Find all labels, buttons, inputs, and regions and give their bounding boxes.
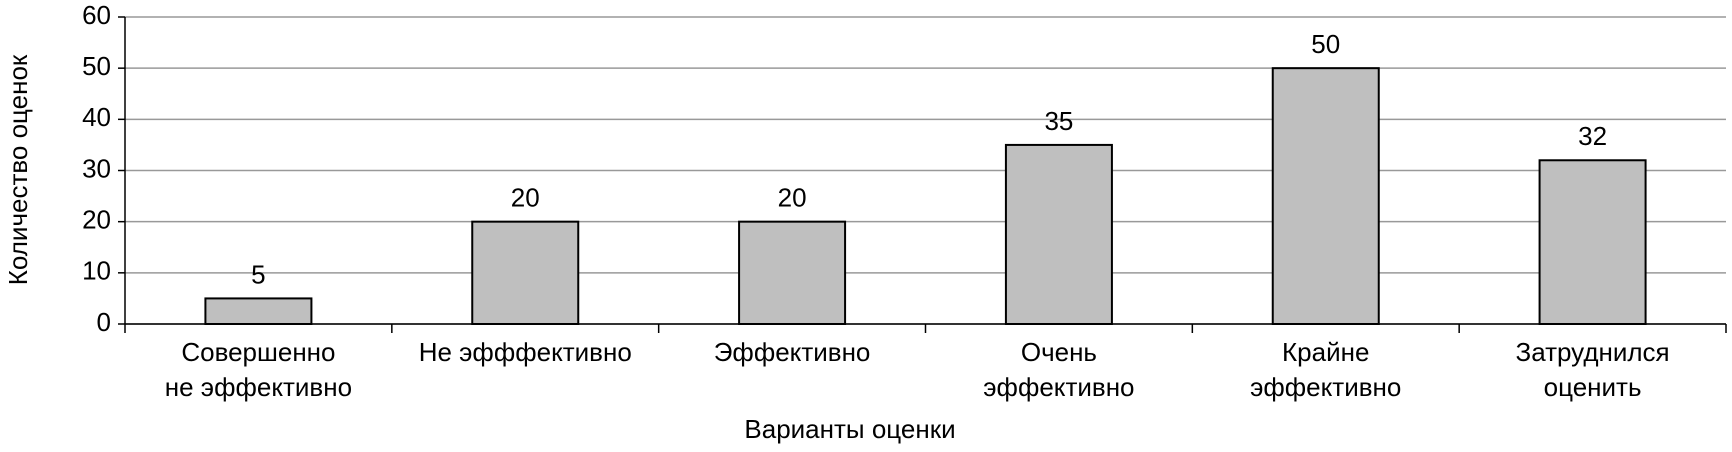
bar [204,297,313,325]
bar [1004,143,1113,325]
y-tick-label: 50 [82,51,111,81]
bar [1271,67,1380,325]
x-tick-label: Эффективно [714,337,871,367]
bar [1538,159,1647,325]
value-label: 35 [1044,106,1073,136]
x-tick-label: Затруднился оценить [1516,337,1670,402]
value-label: 32 [1578,121,1607,151]
y-tick-label: 30 [82,153,111,183]
x-tick-label: Очень эффективно [983,337,1134,402]
bar [471,220,580,326]
x-tick-label: Совершенно не эффективно [165,337,352,402]
bar [738,220,847,326]
y-tick-label: 20 [82,205,111,235]
y-tick-label: 0 [97,307,111,337]
value-label: 20 [511,183,540,213]
x-tick-label: Не эфффективно [419,337,632,367]
y-tick-label: 40 [82,102,111,132]
x-tick-label: Крайне эффективно [1250,337,1401,402]
y-tick-label: 10 [82,256,111,286]
value-label: 50 [1311,29,1340,59]
value-label: 5 [251,259,265,289]
x-axis-label: Варианты оценки [744,414,955,444]
y-tick-label: 60 [82,0,111,30]
y-axis-label: Количество оценок [3,54,33,285]
value-label: 20 [778,183,807,213]
